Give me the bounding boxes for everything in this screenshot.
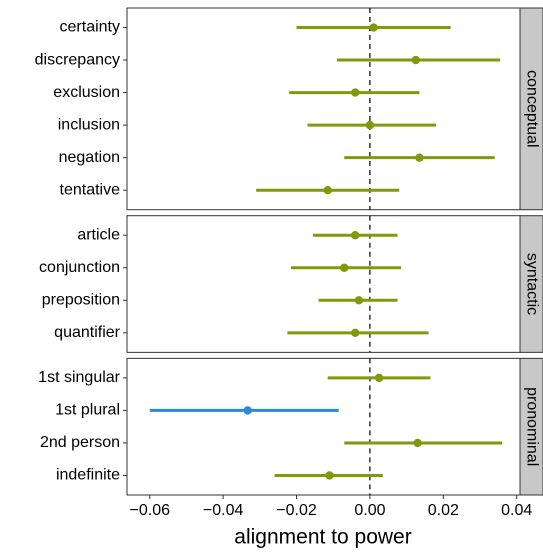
y-tick-label: article: [77, 226, 120, 243]
point: [411, 55, 420, 65]
point: [415, 153, 424, 162]
panel-background: [126, 7, 521, 211]
point: [354, 296, 364, 305]
strip: [519, 7, 543, 211]
point: [369, 23, 378, 32]
y-tick-label: tentative: [60, 181, 121, 198]
y-tick-label: exclusion: [53, 84, 120, 101]
x-tick-label: 0.00: [354, 502, 385, 519]
y-tick-label: inclusion: [58, 116, 120, 133]
strip: [519, 215, 543, 353]
x-tick-label: −0.04: [203, 502, 244, 519]
y-tick-label: 2nd person: [40, 434, 120, 451]
point: [325, 471, 334, 480]
point: [351, 88, 360, 97]
x-axis-label: alignment to power: [234, 526, 411, 549]
x-tick-label: −0.06: [130, 502, 171, 519]
y-tick-label: quantifier: [54, 324, 120, 341]
strip-label: syntactic: [523, 253, 540, 315]
strip: [519, 357, 543, 496]
y-tick-label: 1st singular: [38, 369, 120, 386]
point: [323, 185, 332, 195]
panel-background: [126, 215, 521, 353]
x-tick-label: 0.02: [428, 502, 459, 519]
point: [243, 406, 252, 415]
point: [413, 438, 422, 448]
x-tick-label: 0.04: [501, 502, 532, 519]
y-tick-label: indefinite: [56, 467, 120, 484]
x-tick-label: −0.02: [276, 502, 317, 519]
point: [365, 120, 375, 130]
y-tick-label: certainty: [60, 19, 120, 36]
y-tick-label: 1st plural: [55, 402, 120, 419]
strip-label: pronominal: [523, 387, 540, 466]
point: [374, 373, 384, 383]
point: [340, 263, 349, 272]
point: [351, 231, 360, 240]
y-tick-label: conjunction: [39, 259, 120, 276]
y-tick-label: discrepancy: [35, 51, 120, 68]
strip-label: conceptual: [523, 70, 540, 147]
y-tick-label: preposition: [42, 292, 120, 309]
y-tick-label: negation: [59, 149, 120, 166]
panel-background: [126, 357, 521, 496]
point: [351, 328, 360, 338]
